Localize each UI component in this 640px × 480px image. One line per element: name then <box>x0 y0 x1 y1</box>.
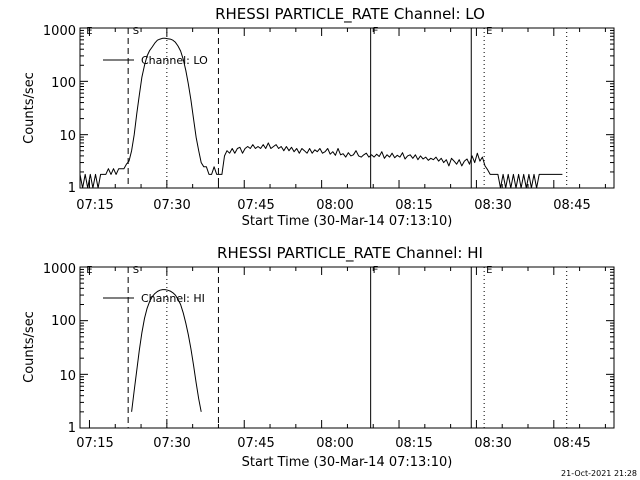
y-tick-label: 100 <box>51 314 76 329</box>
y-axis-label: Counts/sec <box>22 311 37 383</box>
marker-label: E <box>486 265 492 276</box>
x-tick-label: 08:30 <box>474 198 511 213</box>
x-tick-label: 08:45 <box>553 436 590 451</box>
marker-label: S <box>133 26 139 37</box>
x-tick-label: 07:45 <box>237 198 274 213</box>
x-axis-label: Start Time (30-Mar-14 07:13:10) <box>242 214 453 229</box>
y-tick-label: 10 <box>59 369 76 384</box>
x-tick-label: 07:45 <box>237 436 274 451</box>
y-tick-label: 1 <box>68 421 76 436</box>
marker-label: F <box>373 265 379 276</box>
series-line <box>79 37 563 189</box>
y-tick-label: 1000 <box>43 24 76 39</box>
marker-label: F <box>373 26 379 37</box>
plot-frame <box>79 27 615 189</box>
panel-lo: RHESSI PARTICLE_RATE Channel: LO Counts/… <box>22 5 615 229</box>
x-tick-label: 08:00 <box>316 436 353 451</box>
x-tick-label: 08:30 <box>474 436 511 451</box>
x-tick-label: 07:15 <box>76 198 113 213</box>
x-axis-label: Start Time (30-Mar-14 07:13:10) <box>242 455 453 470</box>
x-tick-label: 08:15 <box>395 436 432 451</box>
x-tick-label: 08:45 <box>553 198 590 213</box>
y-tick-label: 1 <box>68 181 76 196</box>
y-tick-labels: 1 10 100 1000 <box>43 24 76 196</box>
marker-label: S <box>133 265 139 276</box>
x-tick-label: 07:15 <box>76 436 113 451</box>
x-tick-label: 07:30 <box>153 436 190 451</box>
y-tick-labels: 1 10 100 1000 <box>43 262 76 436</box>
series-line <box>131 289 202 412</box>
legend-label: Channel: HI <box>141 292 205 305</box>
marker-label: E <box>486 26 492 37</box>
panel-title: RHESSI PARTICLE_RATE Channel: HI <box>217 244 483 263</box>
panel-title: RHESSI PARTICLE_RATE Channel: LO <box>215 5 485 24</box>
y-tick-label: 10 <box>59 129 76 144</box>
x-tick-label: 08:00 <box>316 198 353 213</box>
x-tick-labels: 07:15 07:30 07:45 08:00 08:15 08:30 08:4… <box>76 436 590 451</box>
y-axis-label: Counts/sec <box>22 72 37 144</box>
x-tick-labels: 07:15 07:30 07:45 08:00 08:15 08:30 08:4… <box>76 198 590 213</box>
y-tick-label: 1000 <box>43 262 76 277</box>
marker-label: E <box>86 265 92 276</box>
x-tick-label: 07:30 <box>153 198 190 213</box>
footer-timestamp: 21-Oct-2021 21:28 <box>561 469 637 478</box>
marker-label: E <box>86 26 92 37</box>
legend-label: Channel: LO <box>141 54 208 67</box>
y-tick-label: 100 <box>51 76 76 91</box>
x-tick-label: 08:15 <box>395 198 432 213</box>
panel-hi: RHESSI PARTICLE_RATE Channel: HI Counts/… <box>22 244 615 470</box>
